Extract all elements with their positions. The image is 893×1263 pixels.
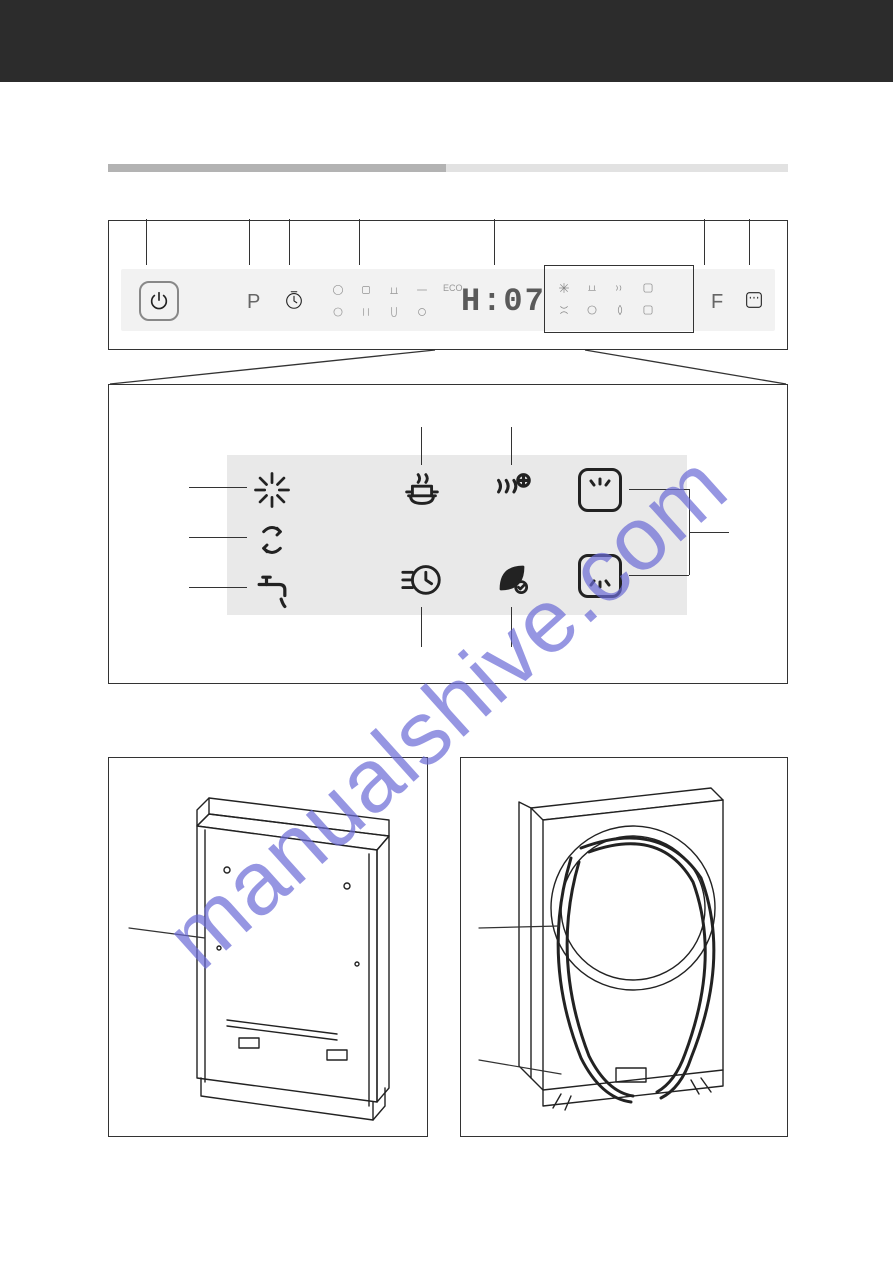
program-icons-row-1: ECO xyxy=(331,283,463,297)
segment-display: H:07 xyxy=(461,283,546,320)
leader-delay xyxy=(289,219,290,265)
power-icon xyxy=(148,290,170,312)
leader-display xyxy=(494,219,495,265)
leader-eco xyxy=(511,607,512,647)
appliance-rear-svg xyxy=(461,758,789,1138)
leader-pot xyxy=(421,427,422,465)
halfload-icon xyxy=(743,289,765,311)
leader-salt xyxy=(189,537,247,538)
leader-function xyxy=(704,219,705,265)
water-tap-icon xyxy=(249,567,295,613)
leader-zone-upper-h xyxy=(629,489,689,490)
zoom-highlight-rect xyxy=(544,265,694,333)
rinse-aid-icon xyxy=(249,467,295,513)
section-divider xyxy=(108,164,788,172)
leader-icons-left xyxy=(359,219,360,265)
leader-zone-lower-h xyxy=(629,575,689,576)
pot-drying-icon xyxy=(399,467,445,513)
leader-rinse-plus xyxy=(511,427,512,465)
lower-zone-icon xyxy=(577,553,623,599)
indicator-detail-diagram xyxy=(108,384,788,684)
salt-refill-icon xyxy=(249,517,295,563)
upper-zone-icon xyxy=(577,467,623,513)
power-button[interactable] xyxy=(139,281,179,321)
header-bar xyxy=(0,0,893,82)
express-icon xyxy=(399,555,445,601)
appliance-rear-diagram xyxy=(460,757,788,1137)
clock-icon xyxy=(283,289,305,311)
program-icons-row-2 xyxy=(331,305,429,319)
halfload-button[interactable] xyxy=(743,289,765,316)
leader-express xyxy=(421,607,422,647)
leader-tap xyxy=(189,587,247,588)
delay-button[interactable] xyxy=(283,289,305,316)
leader-halfload xyxy=(749,219,750,265)
leader-zone-out xyxy=(689,532,729,533)
leader-rinse-aid xyxy=(189,487,247,488)
leader-program xyxy=(249,219,250,265)
eco-leaf-icon xyxy=(489,555,535,601)
function-button[interactable]: F xyxy=(711,291,723,314)
control-panel-diagram: P ECO H:07 xyxy=(108,220,788,350)
leader-power xyxy=(146,219,147,265)
program-button[interactable]: P xyxy=(247,291,260,314)
extra-rinse-icon xyxy=(489,467,535,513)
appliance-front-svg xyxy=(109,758,429,1138)
appliance-front-diagram xyxy=(108,757,428,1137)
